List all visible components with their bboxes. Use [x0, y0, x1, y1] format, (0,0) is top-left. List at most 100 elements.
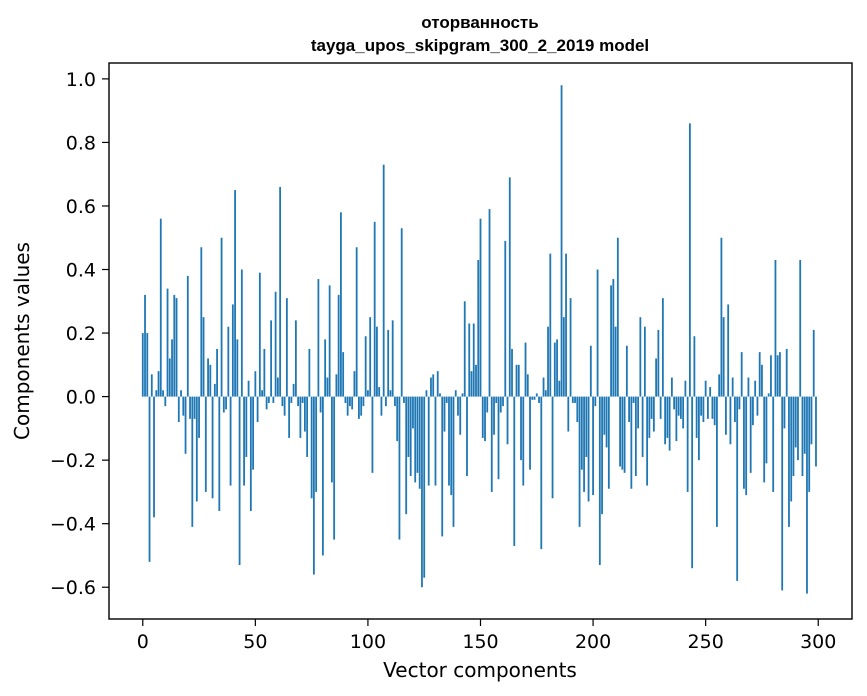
- bar: [421, 396, 423, 588]
- bar: [625, 345, 628, 397]
- bar: [551, 396, 554, 499]
- bar: [265, 396, 268, 410]
- bar: [346, 396, 349, 416]
- y-tick-label: 0.4: [66, 260, 96, 282]
- y-axis-ticks: −0.6 −0.4 −0.2 0.0 0.2 0.4 0.6 0.8 1.0: [50, 69, 109, 599]
- bar: [312, 396, 315, 575]
- bar: [283, 396, 286, 416]
- bar: [378, 387, 381, 397]
- bar: [682, 396, 685, 429]
- bar: [303, 396, 306, 432]
- bar: [477, 259, 480, 397]
- bar: [727, 304, 730, 397]
- y-tick-label: −0.2: [50, 450, 96, 472]
- bar: [558, 380, 561, 397]
- bar: [159, 218, 162, 397]
- bar: [585, 396, 588, 457]
- bar: [412, 396, 414, 429]
- bar: [168, 358, 171, 397]
- bar: [569, 298, 572, 397]
- bar: [414, 396, 417, 483]
- bar: [506, 396, 509, 445]
- bar: [779, 352, 781, 397]
- bar: [326, 377, 329, 397]
- bar: [240, 269, 243, 397]
- bar: [637, 396, 640, 429]
- bar: [249, 396, 252, 511]
- bar: [409, 396, 412, 477]
- bar: [502, 396, 504, 407]
- bar: [511, 348, 513, 397]
- x-tick-label: 150: [462, 631, 498, 653]
- bar: [238, 396, 241, 565]
- bar: [247, 380, 250, 397]
- bar: [213, 383, 216, 397]
- x-axis-ticks: 0 50 100 150 200 250 300: [137, 619, 836, 653]
- bar: [254, 371, 257, 397]
- bar: [371, 396, 374, 473]
- bar: [607, 396, 610, 489]
- bar: [729, 396, 732, 445]
- bar: [603, 396, 606, 435]
- bar: [180, 390, 182, 397]
- y-tick-label: 0.6: [66, 196, 96, 218]
- bar: [515, 364, 518, 397]
- bar: [781, 396, 784, 591]
- bar: [448, 396, 450, 486]
- bar: [684, 380, 687, 397]
- bar: [457, 396, 459, 416]
- bar: [376, 326, 378, 397]
- bar: [351, 396, 354, 410]
- bar: [472, 323, 475, 397]
- bar: [747, 377, 750, 397]
- bar: [153, 396, 155, 518]
- bar: [434, 396, 437, 486]
- bar: [173, 294, 176, 397]
- bar: [792, 396, 795, 477]
- bar: [612, 279, 615, 397]
- bar: [270, 320, 273, 397]
- bar: [767, 393, 770, 397]
- bar: [335, 374, 338, 397]
- bar: [513, 396, 516, 546]
- bar: [736, 396, 739, 581]
- bar: [362, 396, 365, 407]
- bar: [272, 396, 275, 403]
- bar: [342, 352, 345, 397]
- bar: [734, 396, 736, 423]
- bar: [423, 396, 426, 578]
- bar: [806, 396, 808, 594]
- y-tick-label: 0.0: [66, 387, 96, 409]
- bar: [538, 396, 540, 403]
- bar: [211, 396, 214, 499]
- bar: [761, 364, 763, 397]
- bar: [162, 390, 164, 397]
- bar: [713, 396, 716, 426]
- bar: [529, 396, 531, 470]
- bar: [776, 355, 779, 397]
- bar: [454, 390, 457, 397]
- bar: [484, 396, 486, 442]
- bar: [754, 380, 757, 397]
- bar: [490, 396, 493, 492]
- bar: [646, 396, 649, 486]
- bar: [479, 218, 482, 397]
- bar: [619, 396, 621, 467]
- bar: [396, 396, 399, 442]
- bar: [722, 317, 725, 397]
- bar: [698, 396, 700, 461]
- bar: [664, 396, 667, 445]
- bar: [310, 396, 313, 499]
- bar: [191, 396, 194, 527]
- bar: [752, 396, 754, 426]
- bar: [468, 323, 471, 397]
- bar: [535, 393, 538, 397]
- bar: [475, 364, 477, 397]
- y-tick-label: 1.0: [66, 69, 96, 91]
- bar: [276, 377, 279, 397]
- bar: [227, 326, 230, 397]
- bar: [756, 396, 759, 416]
- bar: [668, 396, 671, 451]
- bar: [808, 396, 811, 492]
- bar: [815, 396, 817, 467]
